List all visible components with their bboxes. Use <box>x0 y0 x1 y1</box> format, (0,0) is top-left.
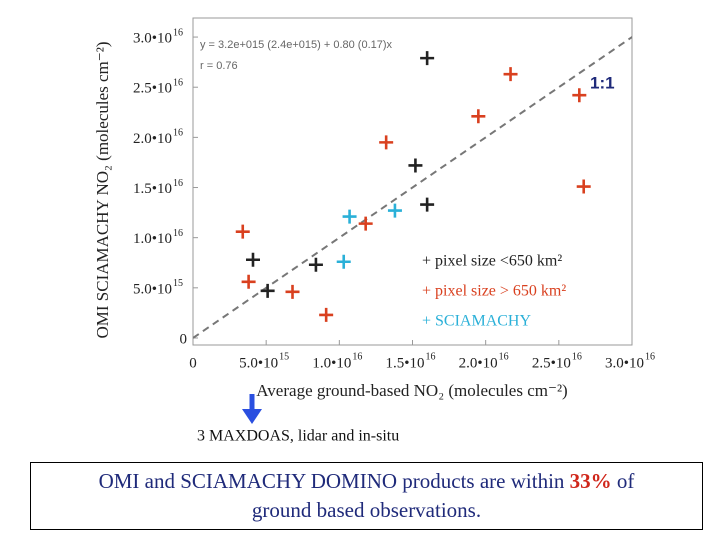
y-tick-exponent: 16 <box>173 128 183 139</box>
x-axis-label: Average ground-based NO₂ (molecules cm⁻²… <box>256 381 567 400</box>
point <box>576 179 591 194</box>
point <box>420 197 435 212</box>
fit-text: y = 3.2e+015 (2.4e+015) + 0.80 (0.17)x <box>200 39 393 51</box>
y-tick-label: 3.0•10 <box>133 30 172 46</box>
point <box>235 224 250 239</box>
point <box>387 203 402 218</box>
chart: y = 3.2e+015 (2.4e+015) + 0.80 (0.17)x r… <box>93 17 655 445</box>
point <box>260 283 275 298</box>
x-tick-exponent: 16 <box>499 351 509 362</box>
x-tick-label: 2.5•10 <box>532 355 571 371</box>
y-tick-label: 2.5•10 <box>133 81 172 97</box>
y-tick-exponent: 16 <box>173 178 183 189</box>
x-tick-label: 5.0•10 <box>239 355 278 371</box>
x-tick-label: 3.0•10 <box>605 355 644 371</box>
point <box>408 158 423 173</box>
point <box>241 274 256 289</box>
y-tick-exponent: 15 <box>173 278 183 289</box>
diagonal-label: 1:1 <box>590 73 615 92</box>
legend-entry: + pixel size <650 km² <box>422 253 562 270</box>
x-tick-label: 1.0•10 <box>312 355 351 371</box>
x-tick-label: 1.5•10 <box>385 355 424 371</box>
y-tick-label: 1.5•10 <box>133 181 172 197</box>
point <box>379 135 394 150</box>
caption-highlight: 33% <box>569 469 612 493</box>
x-tick-exponent: 16 <box>645 351 655 362</box>
x-tick-label: 2.0•10 <box>459 355 498 371</box>
point <box>420 51 435 66</box>
y-tick-label: 2.0•10 <box>133 131 172 147</box>
y-axis-label: OMI SCIAMACHY NO₂ (molecules cm⁻²) <box>93 41 112 338</box>
y-tick-label: 0 <box>180 331 188 347</box>
point <box>319 307 334 322</box>
point <box>285 284 300 299</box>
legend-entry: + pixel size > 650 km² <box>422 283 566 300</box>
y-tick-label: 1.0•10 <box>133 231 172 247</box>
point <box>503 67 518 82</box>
point <box>245 252 260 267</box>
point <box>358 216 373 231</box>
x-tick-exponent: 15 <box>279 351 289 362</box>
caption-box: OMI and SCIAMACHY DOMINO products are wi… <box>30 462 703 530</box>
y-tick-exponent: 16 <box>173 27 183 38</box>
point <box>342 209 357 224</box>
x-tick-label: 0 <box>189 355 197 371</box>
caption-text: OMI and SCIAMACHY DOMINO products are wi… <box>98 469 570 493</box>
y-tick-exponent: 16 <box>173 78 183 89</box>
point <box>336 254 351 269</box>
one-to-one-line <box>193 35 632 339</box>
x-tick-exponent: 16 <box>572 351 582 362</box>
legend-entry: + SCIAMACHY <box>422 313 531 330</box>
x-tick-exponent: 16 <box>352 351 362 362</box>
y-tick-label: 5.0•10 <box>133 281 172 297</box>
point <box>572 88 587 103</box>
arrow-head <box>242 409 262 424</box>
point <box>308 257 323 272</box>
y-tick-exponent: 16 <box>173 228 183 239</box>
caption-text: of <box>611 469 635 493</box>
point <box>471 109 486 124</box>
caption-line: ground based observations. <box>251 498 482 522</box>
caption-line: OMI and SCIAMACHY DOMINO products are wi… <box>31 467 702 496</box>
r-text: r = 0.76 <box>200 60 238 72</box>
annotation: 3 MAXDOAS, lidar and in-situ <box>197 428 399 445</box>
x-tick-exponent: 16 <box>426 351 436 362</box>
